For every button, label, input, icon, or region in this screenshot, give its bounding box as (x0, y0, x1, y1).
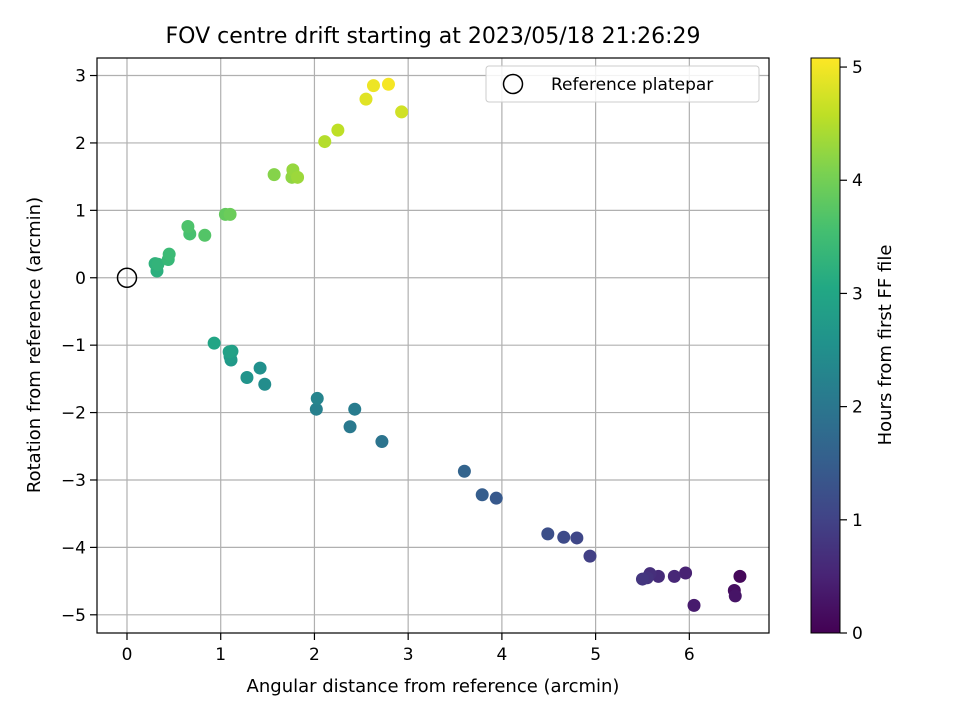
colorbar-tick-label: 4 (852, 171, 863, 191)
x-axis-label: Angular distance from reference (arcmin) (247, 676, 620, 697)
y-axis-label: Rotation from reference (arcmin) (24, 197, 45, 493)
data-point (667, 569, 681, 583)
data-point (489, 491, 503, 505)
legend-entry: Reference platepar (551, 75, 713, 95)
data-point (687, 598, 701, 612)
x-tick-label: 6 (684, 645, 695, 665)
x-tick-label: 2 (309, 645, 320, 665)
data-point (258, 377, 272, 391)
x-tick-label: 5 (590, 645, 601, 665)
x-tick-label: 1 (215, 645, 226, 665)
data-point (343, 420, 357, 434)
y-tick-label: −1 (61, 336, 86, 356)
data-point (310, 391, 324, 405)
data-point (381, 77, 395, 91)
data-point (309, 402, 323, 416)
legend-box (485, 65, 760, 103)
data-point (267, 168, 281, 182)
x-axis-ticks: 0 1 2 3 4 5 6 (122, 633, 695, 665)
y-axis-ticks: −5 −4 −3 −2 −1 0 1 2 3 (61, 67, 97, 626)
data-points (148, 77, 747, 612)
x-tick-label: 0 (122, 645, 133, 665)
grid (97, 58, 769, 633)
legend: Reference platepar (485, 65, 760, 103)
y-tick-label: −2 (61, 404, 86, 424)
data-point (222, 345, 236, 359)
x-tick-label: 3 (403, 645, 414, 665)
data-point (541, 527, 555, 541)
data-point (331, 123, 345, 137)
data-point (395, 105, 409, 119)
data-point (557, 530, 571, 544)
data-point (240, 371, 254, 385)
data-point (318, 135, 332, 149)
colorbar-tick-label: 5 (852, 58, 863, 78)
data-point (635, 572, 649, 586)
colorbar-gradient (810, 57, 841, 634)
colorbar-tick-label: 3 (852, 284, 863, 304)
data-point (733, 569, 747, 583)
colorbar-ticks: 0 1 2 3 4 5 (840, 58, 863, 644)
data-point (207, 336, 221, 350)
data-point (475, 488, 489, 502)
data-point (359, 92, 373, 106)
data-point (375, 435, 389, 449)
y-tick-label: 1 (75, 201, 86, 221)
colorbar-label: Hours from first FF file (875, 245, 896, 446)
data-point (181, 220, 195, 234)
x-tick-label: 4 (496, 645, 507, 665)
y-tick-label: 0 (75, 269, 86, 289)
data-point (253, 361, 267, 375)
colorbar-tick-label: 0 (852, 624, 863, 644)
y-tick-label: −4 (61, 538, 86, 558)
colorbar: 0 1 2 3 4 5 Hours from first FF file (810, 57, 896, 644)
y-tick-label: −5 (61, 606, 86, 626)
colorbar-tick-label: 1 (852, 511, 863, 531)
legend-marker (502, 73, 524, 95)
data-point (728, 589, 742, 603)
y-tick-label: 2 (75, 134, 86, 154)
data-point (457, 464, 471, 478)
data-point (583, 549, 597, 563)
data-point (198, 228, 212, 242)
data-point (151, 257, 165, 271)
data-point (679, 566, 693, 580)
colorbar-tick-label: 2 (852, 398, 863, 418)
y-tick-label: −3 (61, 471, 86, 491)
data-point (366, 79, 380, 93)
reference-point (116, 267, 138, 289)
chart-title: FOV centre drift starting at 2023/05/18 … (166, 24, 701, 49)
data-point (348, 402, 362, 416)
y-tick-label: 3 (75, 67, 86, 87)
data-point (162, 247, 176, 261)
data-point (291, 170, 305, 184)
data-point (570, 531, 584, 545)
data-point (223, 207, 237, 221)
